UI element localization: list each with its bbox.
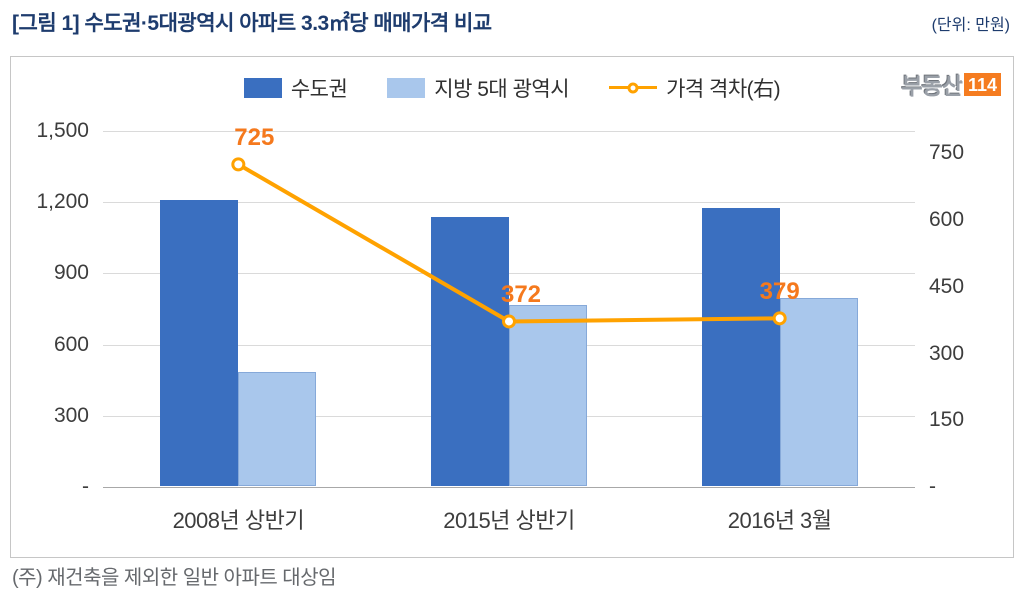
chart-frame: 수도권 지방 5대 광역시 가격 격차(右) 부동산 114 1,500 1,20… (10, 56, 1014, 558)
gap-marker-icon (502, 314, 516, 329)
x-axis-label: 2016년 3월 (727, 508, 832, 533)
gridline (103, 131, 915, 132)
y-axis-right-tick: 150 (929, 408, 965, 432)
y-axis-right-tick: 450 (929, 274, 965, 298)
legend-label-jibang: 지방 5대 광역시 (434, 78, 570, 101)
gap-value-label: 725 (234, 124, 275, 152)
y-axis-left-tick: 1,500 (36, 119, 89, 142)
gap-marker-icon (772, 311, 787, 326)
legend-swatch-dark-blue (243, 78, 282, 98)
header: [그림 1] 수도권·5대광역시 아파트 3.3㎡당 매매가격 비교 (단위: … (12, 7, 1010, 37)
y-axis-right-tick: 750 (929, 141, 965, 165)
y-axis-right-tick: 300 (929, 341, 965, 365)
bar-sudogwon (431, 216, 509, 486)
gridline (103, 202, 915, 204)
y-axis-left-tick: 900 (53, 261, 89, 285)
chart-title: [그림 1] 수도권·5대광역시 아파트 3.3㎡당 매매가격 비교 (12, 12, 492, 35)
x-axis-line (103, 487, 915, 488)
bar-jibang (238, 371, 317, 486)
y-axis-right-tick: - (929, 475, 936, 498)
x-axis-label: 2008년 상반기 (172, 508, 305, 533)
gap-line (231, 157, 787, 329)
legend-swatch-light-blue (387, 78, 426, 98)
brand-logo-badge: 114 (963, 72, 1001, 96)
bar-sudogwon (160, 199, 239, 486)
gridline (103, 273, 915, 275)
legend-item-jibang: 지방 5대 광역시 (387, 73, 570, 103)
footnote: (주) 재건축을 제외한 일반 아파트 대상임 (12, 567, 337, 589)
legend-circle-marker-icon (627, 82, 639, 94)
gap-value-label: 379 (759, 278, 800, 306)
bar-jibang (509, 305, 587, 486)
y-axis-left-tick: - (82, 475, 89, 498)
y-axis-right-tick: 600 (929, 208, 965, 231)
plot-area: 1,500 1,200 900 600 300 - 750 600 450 300 150 - 2008… (36, 119, 964, 533)
y-axis-left-tick: 1,200 (36, 190, 89, 214)
gap-value-label: 372 (500, 281, 542, 309)
y-axis-left-tick: 300 (53, 403, 89, 427)
x-axis-label: 2015년 상반기 (443, 508, 575, 533)
y-axis-left-tick: 600 (53, 332, 89, 356)
legend-label-gap: 가격 격차(右) (666, 78, 781, 101)
legend-item-gap: 가격 격차(右) (609, 73, 781, 103)
gap-marker-icon (231, 157, 246, 172)
legend-line-marker-icon (609, 81, 658, 95)
bar-jibang (779, 298, 858, 486)
legend-label-sudogwon: 수도권 (290, 78, 348, 101)
unit-label: (단위: 만원) (931, 17, 1010, 34)
bar-sudogwon (701, 208, 780, 486)
legend: 수도권 지방 5대 광역시 가격 격차(右) (11, 73, 1013, 103)
brand-logo: 부동산 114 (901, 67, 1001, 101)
brand-logo-text: 부동산 (901, 73, 962, 99)
legend-item-sudogwon: 수도권 (243, 73, 348, 103)
